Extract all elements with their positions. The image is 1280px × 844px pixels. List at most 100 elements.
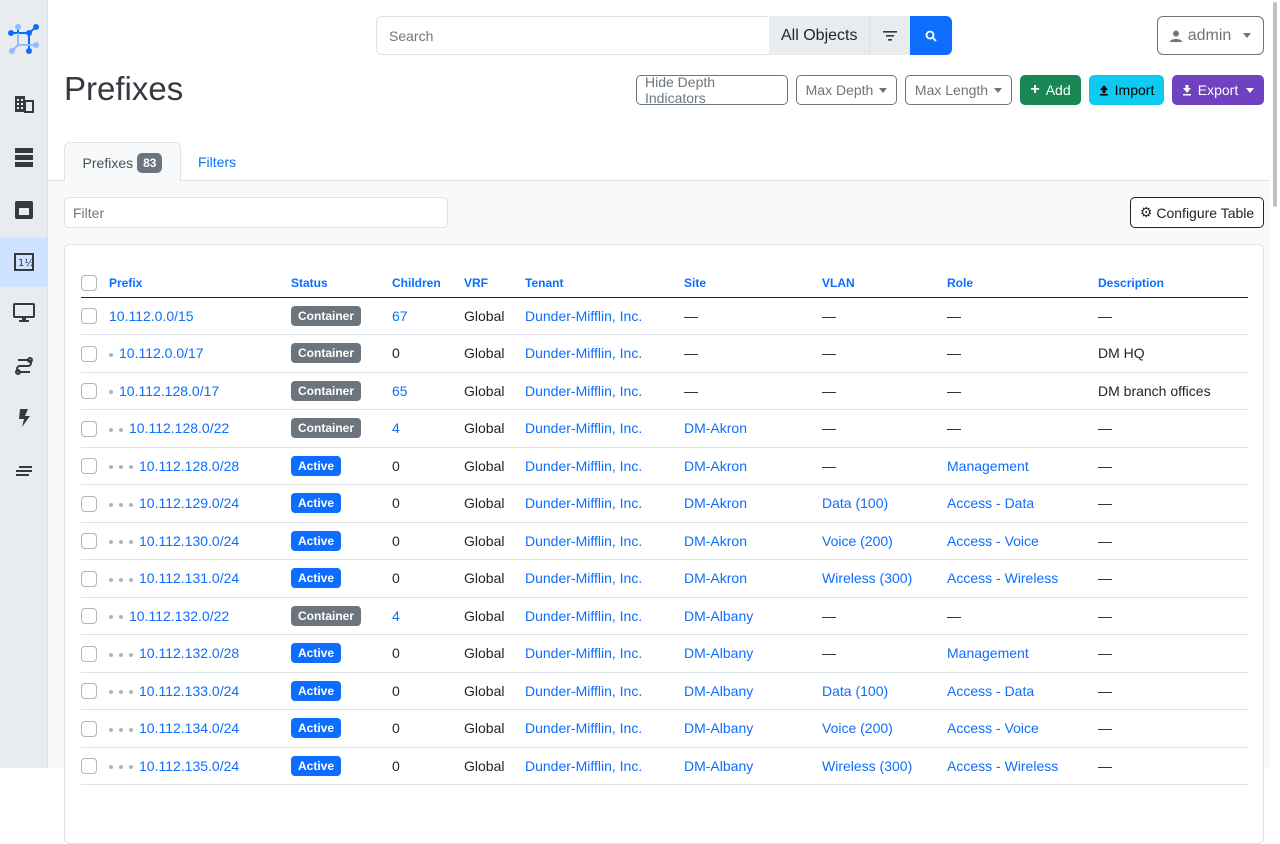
children-count-link[interactable]: 4 [392,420,400,437]
row-checkbox[interactable] [81,608,97,625]
tab-filters[interactable]: Filters [198,153,237,170]
tenant-link[interactable]: Dunder-Mifflin, Inc. [525,757,643,774]
sidebar-item-ipam[interactable]: 1½ [0,237,47,287]
vlan-link[interactable]: Data (100) [822,495,889,512]
search-button[interactable] [910,16,953,55]
row-checkbox[interactable] [81,533,97,550]
select-all-checkbox[interactable] [81,274,97,291]
max-length-dropdown[interactable]: Max Length [905,75,1012,105]
prefix-link[interactable]: 10.112.132.0/22 [129,607,230,624]
tenant-link[interactable]: Dunder-Mifflin, Inc. [525,607,643,624]
row-checkbox[interactable] [81,458,97,475]
site-link[interactable]: DM-Akron [684,420,748,437]
role-link[interactable]: Access - Wireless [947,757,1059,774]
tab-prefixes[interactable]: Prefixes 83 [64,142,181,182]
prefix-link[interactable]: 10.112.128.0/17 [119,382,220,399]
vlan-link[interactable]: Data (100) [822,682,889,699]
export-dropdown[interactable]: Export [1172,75,1264,105]
column-header-vrf[interactable]: VRF [464,265,525,298]
tenant-link[interactable]: Dunder-Mifflin, Inc. [525,345,643,362]
scrollbar-thumb[interactable] [1273,2,1277,207]
column-header-status[interactable]: Status [291,265,392,298]
children-count-link[interactable]: 65 [392,382,408,399]
table-filter-input[interactable] [64,197,448,228]
import-button[interactable]: Import [1089,75,1164,105]
tenant-link[interactable]: Dunder-Mifflin, Inc. [525,457,643,474]
vlan-link[interactable]: Voice (200) [822,532,893,549]
sidebar-item-devices[interactable] [0,132,47,182]
tenant-link[interactable]: Dunder-Mifflin, Inc. [525,307,643,324]
row-checkbox[interactable] [81,570,97,587]
prefix-link[interactable]: 10.112.132.0/28 [139,645,240,662]
site-link[interactable]: DM-Akron [684,457,748,474]
tenant-link[interactable]: Dunder-Mifflin, Inc. [525,420,643,437]
row-checkbox[interactable] [81,683,97,700]
vlan-link[interactable]: Wireless (300) [822,570,913,587]
prefix-link[interactable]: 10.112.130.0/24 [139,532,240,549]
children-count-link[interactable]: 4 [392,607,400,624]
configure-table-button[interactable]: ⚙ Configure Table [1130,197,1264,228]
search-input[interactable] [376,16,769,55]
site-link[interactable]: DM-Albany [684,682,754,699]
row-checkbox[interactable] [81,645,97,662]
children-count-link[interactable]: 67 [392,307,408,324]
prefix-link[interactable]: 10.112.0.0/17 [119,345,204,362]
site-link[interactable]: DM-Albany [684,757,754,774]
page-scrollbar[interactable] [1270,0,1280,768]
role-link[interactable]: Management [947,457,1029,474]
vlan-link[interactable]: Wireless (300) [822,757,913,774]
sidebar-item-organization[interactable] [0,79,47,129]
search-filter-button[interactable] [870,16,911,55]
prefix-link[interactable]: 10.112.131.0/24 [139,570,240,587]
tenant-link[interactable]: Dunder-Mifflin, Inc. [525,382,643,399]
tenant-link[interactable]: Dunder-Mifflin, Inc. [525,495,643,512]
site-link[interactable]: DM-Albany [684,607,754,624]
sidebar-item-power[interactable] [0,393,47,443]
prefix-link[interactable]: 10.112.128.0/22 [129,420,230,437]
prefix-link[interactable]: 10.112.128.0/28 [139,457,240,474]
sidebar-item-connections[interactable] [0,185,47,235]
column-header-prefix[interactable]: Prefix [109,265,291,298]
prefix-link[interactable]: 10.112.135.0/24 [139,757,240,774]
column-header-vlan[interactable]: VLAN [822,265,947,298]
prefix-link[interactable]: 10.112.134.0/24 [139,720,240,737]
row-checkbox[interactable] [81,420,97,437]
sidebar-item-circuits[interactable] [0,341,47,391]
role-link[interactable]: Access - Data [947,682,1035,699]
column-header-children[interactable]: Children [392,265,464,298]
tenant-link[interactable]: Dunder-Mifflin, Inc. [525,570,643,587]
tenant-link[interactable]: Dunder-Mifflin, Inc. [525,645,643,662]
site-link[interactable]: DM-Albany [684,645,754,662]
role-link[interactable]: Access - Voice [947,532,1039,549]
role-link[interactable]: Management [947,645,1029,662]
role-link[interactable]: Access - Wireless [947,570,1059,587]
prefix-link[interactable]: 10.112.0.0/15 [109,307,194,324]
hide-depth-indicators-button[interactable]: Hide Depth Indicators [636,74,788,106]
row-checkbox[interactable] [81,758,97,775]
tenant-link[interactable]: Dunder-Mifflin, Inc. [525,720,643,737]
site-link[interactable]: DM-Akron [684,570,748,587]
tenant-link[interactable]: Dunder-Mifflin, Inc. [525,532,643,549]
role-link[interactable]: Access - Voice [947,720,1039,737]
column-header-role[interactable]: Role [947,265,1098,298]
netbox-logo[interactable] [8,24,40,56]
tenant-link[interactable]: Dunder-Mifflin, Inc. [525,682,643,699]
row-checkbox[interactable] [81,720,97,737]
column-header-tenant[interactable]: Tenant [525,265,684,298]
prefix-link[interactable]: 10.112.129.0/24 [139,495,240,512]
column-header-site[interactable]: Site [684,265,822,298]
search-scope-select[interactable]: All Objects [769,16,871,55]
row-checkbox[interactable] [81,383,97,400]
sidebar-item-virtualization[interactable] [0,288,47,338]
vlan-link[interactable]: Voice (200) [822,720,893,737]
column-header-description[interactable]: Description [1098,265,1248,298]
site-link[interactable]: DM-Albany [684,720,754,737]
user-menu-button[interactable]: admin [1157,16,1264,55]
max-depth-dropdown[interactable]: Max Depth [796,75,897,105]
row-checkbox[interactable] [81,345,97,362]
add-button[interactable]: + Add [1020,75,1081,105]
role-link[interactable]: Access - Data [947,495,1035,512]
row-checkbox[interactable] [81,308,97,325]
row-checkbox[interactable] [81,495,97,512]
site-link[interactable]: DM-Akron [684,532,748,549]
